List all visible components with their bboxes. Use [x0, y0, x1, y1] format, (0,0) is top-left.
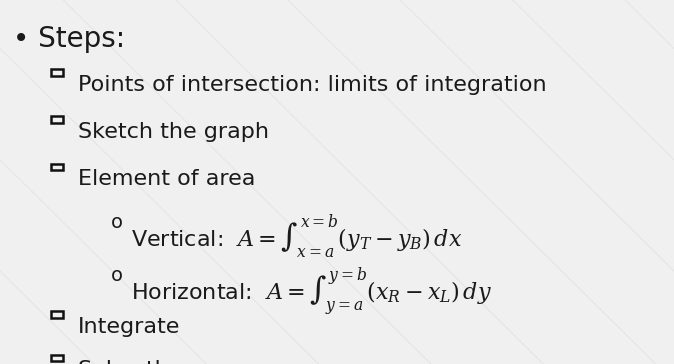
- Text: Sketch the graph: Sketch the graph: [78, 122, 268, 142]
- Bar: [51, 355, 63, 361]
- Text: Horizontal:  $A = \int_{y=a}^{y=b}(x_R - x_L)\,dy$: Horizontal: $A = \int_{y=a}^{y=b}(x_R - …: [131, 266, 492, 318]
- Bar: [51, 164, 63, 170]
- Bar: [51, 69, 63, 76]
- Text: Integrate: Integrate: [78, 317, 180, 337]
- Text: Solve the area: Solve the area: [78, 360, 239, 364]
- Text: Element of area: Element of area: [78, 169, 255, 189]
- Text: o: o: [111, 266, 123, 285]
- Text: Points of intersection: limits of integration: Points of intersection: limits of integr…: [78, 75, 546, 95]
- Bar: [51, 311, 63, 318]
- Text: o: o: [111, 213, 123, 232]
- Text: Vertical:  $A = \int_{x=a}^{x=b}(y_T - y_B)\,dx$: Vertical: $A = \int_{x=a}^{x=b}(y_T - y_…: [131, 213, 463, 261]
- Bar: [51, 116, 63, 123]
- Text: • Steps:: • Steps:: [13, 25, 125, 54]
